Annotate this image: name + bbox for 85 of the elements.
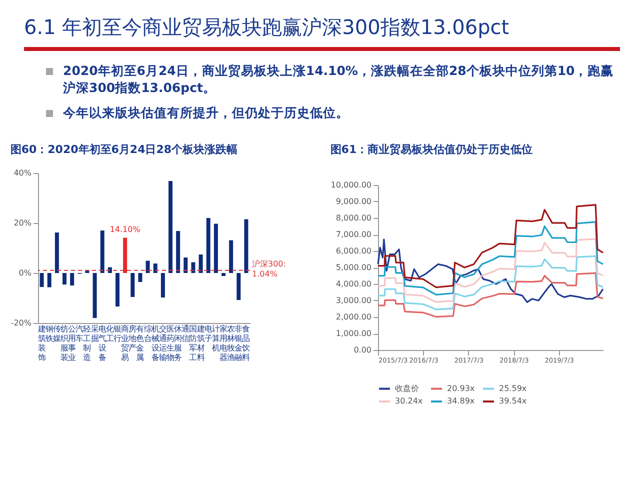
bar (130, 273, 135, 297)
bar (100, 230, 104, 273)
y-tick-label: 40% (14, 168, 32, 178)
line-series (377, 204, 604, 288)
y-tick-label: 2,000.00 (336, 312, 372, 322)
bar (160, 273, 165, 298)
bar (153, 264, 158, 273)
x-tick-label: 有色金属 (136, 324, 144, 362)
y-tick-label: 9,000.00 (336, 197, 372, 206)
x-tick-label: 交通运输 (158, 324, 167, 362)
y-tick-label: 10,000.00 (330, 180, 372, 190)
data-label: 14.10% (110, 224, 141, 234)
text: 6.1 年初至今商业贸易板块跑赢沪深300指数13.06pct (24, 14, 620, 51)
bar (70, 273, 74, 286)
legend-label: 25.59x (499, 384, 527, 393)
bar (168, 181, 172, 273)
x-tick-label: 建筑装饰 (36, 324, 46, 362)
x-tick-label: 化工 (106, 324, 114, 343)
x-tick-label: 国防军工 (189, 324, 198, 362)
y-tick-label: 4,000.00 (336, 280, 372, 288)
text: 今年以来版块估值有所提升，但仍处于历史低位。 (63, 104, 349, 122)
bar (191, 262, 196, 273)
bar (206, 218, 210, 273)
x-tick-label: 机械设备 (151, 324, 160, 362)
x-tick-label: 通信 (182, 324, 190, 343)
legend-label: 收盘价 (395, 384, 419, 393)
bar (116, 273, 120, 306)
bar (236, 273, 241, 300)
bar (244, 219, 248, 273)
y-tick-label: 1,000.00 (336, 329, 372, 338)
line-series (377, 255, 604, 310)
x-tick-label: 食品饮料 (241, 324, 250, 362)
x-tick-label: 纺织服装 (60, 324, 68, 362)
bar (138, 273, 142, 282)
bar (229, 240, 234, 273)
line-series (377, 221, 604, 296)
text: 2020年初至6月24日，商业贸易板块上涨14.10%，涨跌幅在全部28个板块中位列第10，跑赢沪深300指数13.06pct。 (63, 63, 615, 97)
x-tick-label: 计算机 (212, 324, 220, 352)
legend-label: 34.89x (447, 396, 475, 406)
bar (54, 232, 59, 273)
y-tick-label: 0% (18, 268, 32, 278)
y-tick-label: 8,000.00 (336, 214, 372, 222)
x-tick-label: 农林牧渔 (226, 324, 236, 362)
bar (214, 224, 218, 273)
bar (184, 258, 188, 273)
legend-label: 20.93x (447, 384, 475, 393)
bar (47, 273, 52, 288)
bar (146, 260, 150, 273)
y-tick-label: 20% (14, 218, 32, 228)
x-tick-label: 电子 (204, 324, 212, 343)
x-tick-label: 采掘 (90, 324, 99, 343)
bar (92, 273, 97, 318)
x-tick-label: 轻工制造 (83, 324, 92, 362)
x-tick-label: 建筑材料 (196, 324, 205, 362)
chart-title: 图61：商业贸易板块估值仍处于历史低位 (330, 143, 533, 156)
x-tick-label: 银行 (112, 324, 122, 343)
bar (123, 238, 128, 273)
x-tick-label: 综合 (144, 324, 152, 343)
bar (40, 273, 44, 287)
x-tick-label: 房地产 (128, 324, 137, 352)
x-tick-label: 电气设备 (98, 324, 106, 362)
x-tick-label: 传媒 (52, 324, 61, 343)
line-series (377, 272, 604, 318)
x-tick-label: 公用事业 (68, 324, 76, 362)
x-tick-label: 非银金融 (234, 324, 243, 362)
y-tick-label: 6,000.00 (336, 246, 372, 256)
legend-label: 39.54x (499, 396, 527, 406)
bar (222, 273, 226, 276)
y-tick-label: -20% (10, 318, 32, 328)
bar (62, 273, 66, 284)
bar (198, 254, 203, 273)
y-tick-label: 5,000.00 (336, 263, 372, 272)
legend-label: 30.24x (395, 396, 423, 406)
bar (176, 231, 180, 273)
y-tick-label: 0.00 (354, 346, 372, 354)
y-tick-label: 3,000.00 (336, 296, 372, 305)
x-tick-label: 商业贸易 (121, 324, 130, 362)
x-tick-label: 家用电器 (220, 324, 228, 362)
x-tick-label: 休闲服务 (174, 324, 182, 362)
x-tick-label: 钢铁 (44, 324, 54, 343)
x-tick-label: 汽车 (76, 324, 84, 343)
y-tick-label: 7,000.00 (336, 230, 372, 239)
chart-title: 图60：2020年初至6月24日28个板块涨跌幅 (10, 143, 238, 156)
x-tick-label: 医药生物 (166, 324, 174, 362)
ref-line-label: 沪深300: 1.04% (252, 259, 286, 278)
